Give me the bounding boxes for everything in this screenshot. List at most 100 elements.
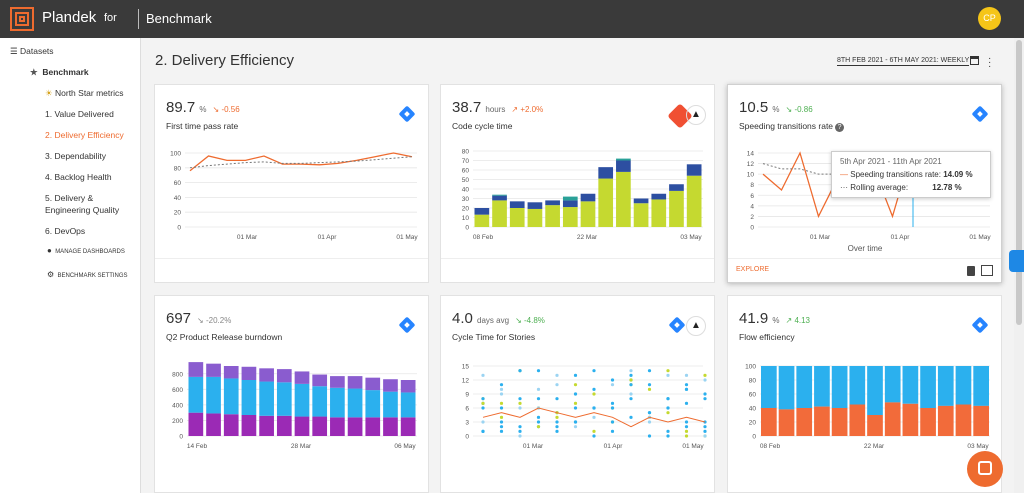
card-first-time-pass-rate[interactable]: 89.7 % ↘ -0.56 First time pass rate 0 20 40… bbox=[154, 84, 429, 283]
sidebar-item-devops[interactable]: 6. DevOps bbox=[45, 226, 86, 236]
explore-link[interactable]: EXPLORE bbox=[736, 266, 770, 273]
y-tick-label: 800 bbox=[172, 371, 183, 378]
scatter-point bbox=[684, 429, 689, 433]
bar-segment bbox=[259, 381, 274, 416]
avatar[interactable]: CP bbox=[978, 7, 1001, 30]
x-tick-label: 08 Feb bbox=[760, 443, 781, 450]
y-tick-label: 12 bbox=[462, 378, 470, 385]
benchmark-settings-link[interactable]: ⚙ Benchmark Settings bbox=[47, 270, 128, 279]
bar-segment bbox=[223, 414, 239, 436]
scatter-point bbox=[684, 434, 689, 438]
date-range-selector[interactable]: 8TH FEB 2021 - 6TH MAY 2021: WEEKLY bbox=[837, 57, 970, 66]
bar-segment bbox=[294, 416, 310, 436]
trend-icon: ↗ bbox=[511, 105, 519, 114]
kpi-value: 41.9 bbox=[739, 310, 769, 327]
bar-segment bbox=[849, 366, 866, 405]
delete-icon[interactable] bbox=[967, 266, 975, 276]
trend-icon: ↘ bbox=[212, 105, 220, 114]
sidebar-item-backlog-health[interactable]: 4. Backlog Health bbox=[45, 172, 112, 182]
jira-icon bbox=[398, 105, 418, 125]
card-flow-efficiency[interactable]: 41.9 % ↗ 4.13 Flow efficiency 0 20 40 60 80 10… bbox=[727, 295, 1002, 493]
jira-icon bbox=[668, 316, 688, 336]
scrollbar-thumb[interactable] bbox=[1016, 40, 1022, 325]
scatter-point bbox=[592, 429, 596, 433]
sidebar-item-delivery-quality[interactable]: 5. Delivery & bbox=[45, 193, 94, 203]
bar-segment bbox=[651, 199, 667, 227]
scatter-point bbox=[684, 373, 689, 377]
bar-segment bbox=[831, 408, 848, 436]
tooltip-label: Speeding transitions rate: bbox=[850, 170, 941, 179]
card-code-cycle-time[interactable]: 38.7 hours ↗ +2.0% Code cycle time ▲ 0 10 2… bbox=[440, 84, 715, 283]
y-tick-label: 0 bbox=[465, 434, 469, 441]
bar-segment bbox=[206, 376, 221, 414]
side-panel-tab[interactable] bbox=[1009, 250, 1024, 272]
card-cycle-time-stories[interactable]: 4.0 days avg ↘ -4.8% Cycle Time for Stori… bbox=[440, 295, 715, 493]
scatter-point bbox=[499, 425, 504, 429]
kpi-delta: ↘ -0.56 bbox=[213, 105, 240, 114]
y-tick-label: 100 bbox=[745, 364, 756, 371]
scatter-point bbox=[610, 401, 615, 405]
bar-segment bbox=[365, 390, 381, 418]
sidebar-item-delivery-efficiency[interactable]: 2. Delivery Efficiency bbox=[45, 130, 124, 140]
help-icon[interactable]: ? bbox=[835, 123, 845, 132]
y-tick-label: 50 bbox=[462, 177, 470, 184]
plandek-logo-icon[interactable] bbox=[10, 7, 34, 31]
sidebar-group-benchmark[interactable]: ★ Benchmark bbox=[30, 67, 89, 78]
card-footer bbox=[441, 258, 714, 282]
y-tick-label: 60 bbox=[174, 180, 182, 187]
chart-flow-efficiency: 0 20 40 60 80 100 08 Feb 22 Mar 03 May bbox=[745, 364, 990, 450]
bar-segment bbox=[188, 362, 204, 377]
more-options-icon[interactable]: · · · bbox=[988, 53, 992, 72]
kpi-delta: ↘ -4.8% bbox=[515, 316, 545, 325]
sidebar-item-dependability[interactable]: 3. Dependability bbox=[45, 151, 106, 161]
bar-segment bbox=[347, 376, 363, 389]
chat-launcher-icon[interactable] bbox=[967, 451, 1003, 487]
scatter-point bbox=[573, 392, 578, 396]
workspace-name[interactable]: Benchmark bbox=[146, 11, 212, 26]
manage-dashboards-link[interactable]: ● Manage Dashboards bbox=[47, 246, 125, 255]
bar-segment bbox=[294, 371, 310, 384]
datasets-menu[interactable]: ☰ Datasets bbox=[10, 46, 54, 57]
card-title: Code cycle time bbox=[452, 121, 513, 131]
scatter-point bbox=[684, 420, 689, 424]
y-tick-label: 20 bbox=[174, 210, 182, 217]
y-tick-label: 80 bbox=[174, 165, 182, 172]
tooltip-row-average: ⋯ Rolling average: 12.78 % bbox=[840, 183, 962, 192]
scatter-point bbox=[629, 415, 633, 419]
bar-segment bbox=[616, 160, 631, 172]
scatter-point bbox=[518, 397, 522, 401]
rocket-icon: ▲ bbox=[686, 316, 706, 336]
calendar-icon[interactable] bbox=[970, 56, 979, 65]
y-tick-label: 0 bbox=[179, 434, 183, 441]
card-speeding-transitions-rate[interactable]: 10.5 % ↘ -0.86 Speeding transitions rate?… bbox=[727, 84, 1002, 283]
y-tick-label: 30 bbox=[462, 196, 470, 203]
sun-icon: ☀ bbox=[45, 88, 53, 98]
scatter-point bbox=[481, 429, 485, 433]
sidebar-item-delivery-quality-line2[interactable]: Engineering Quality bbox=[45, 205, 120, 215]
sidebar-item-value-delivered[interactable]: 1. Value Delivered bbox=[45, 109, 114, 119]
sidebar-item-north-star[interactable]: ☀ North Star metrics bbox=[45, 88, 124, 99]
scatter-point bbox=[555, 397, 559, 401]
datasets-label: Datasets bbox=[20, 46, 54, 56]
bar-segment bbox=[312, 416, 328, 436]
x-tick-label: 01 May bbox=[396, 234, 418, 241]
tooltip-value: 14.09 % bbox=[943, 170, 973, 179]
scatter-point bbox=[499, 420, 504, 424]
scatter-point bbox=[536, 387, 541, 391]
scatter-point bbox=[703, 378, 707, 382]
kpi: 697 ↘ -20.2% bbox=[166, 310, 231, 327]
y-tick-label: 10 bbox=[747, 172, 755, 179]
bar-segment bbox=[276, 369, 292, 383]
expand-icon[interactable] bbox=[981, 265, 993, 276]
bar-segment bbox=[330, 376, 345, 388]
x-axis-title: Over time bbox=[848, 244, 883, 253]
y-tick-label: 6 bbox=[465, 406, 469, 413]
bar-segment bbox=[527, 208, 543, 227]
card-title-text: Speeding transitions rate bbox=[739, 121, 834, 131]
card-product-release-burndown[interactable]: 697 ↘ -20.2% Q2 Product Release burndown … bbox=[154, 295, 429, 493]
bar-segment bbox=[562, 200, 578, 208]
bar-segment bbox=[492, 194, 507, 196]
kpi-unit: % bbox=[772, 316, 780, 325]
scatter-point bbox=[629, 373, 633, 377]
scatter-point bbox=[647, 434, 652, 438]
